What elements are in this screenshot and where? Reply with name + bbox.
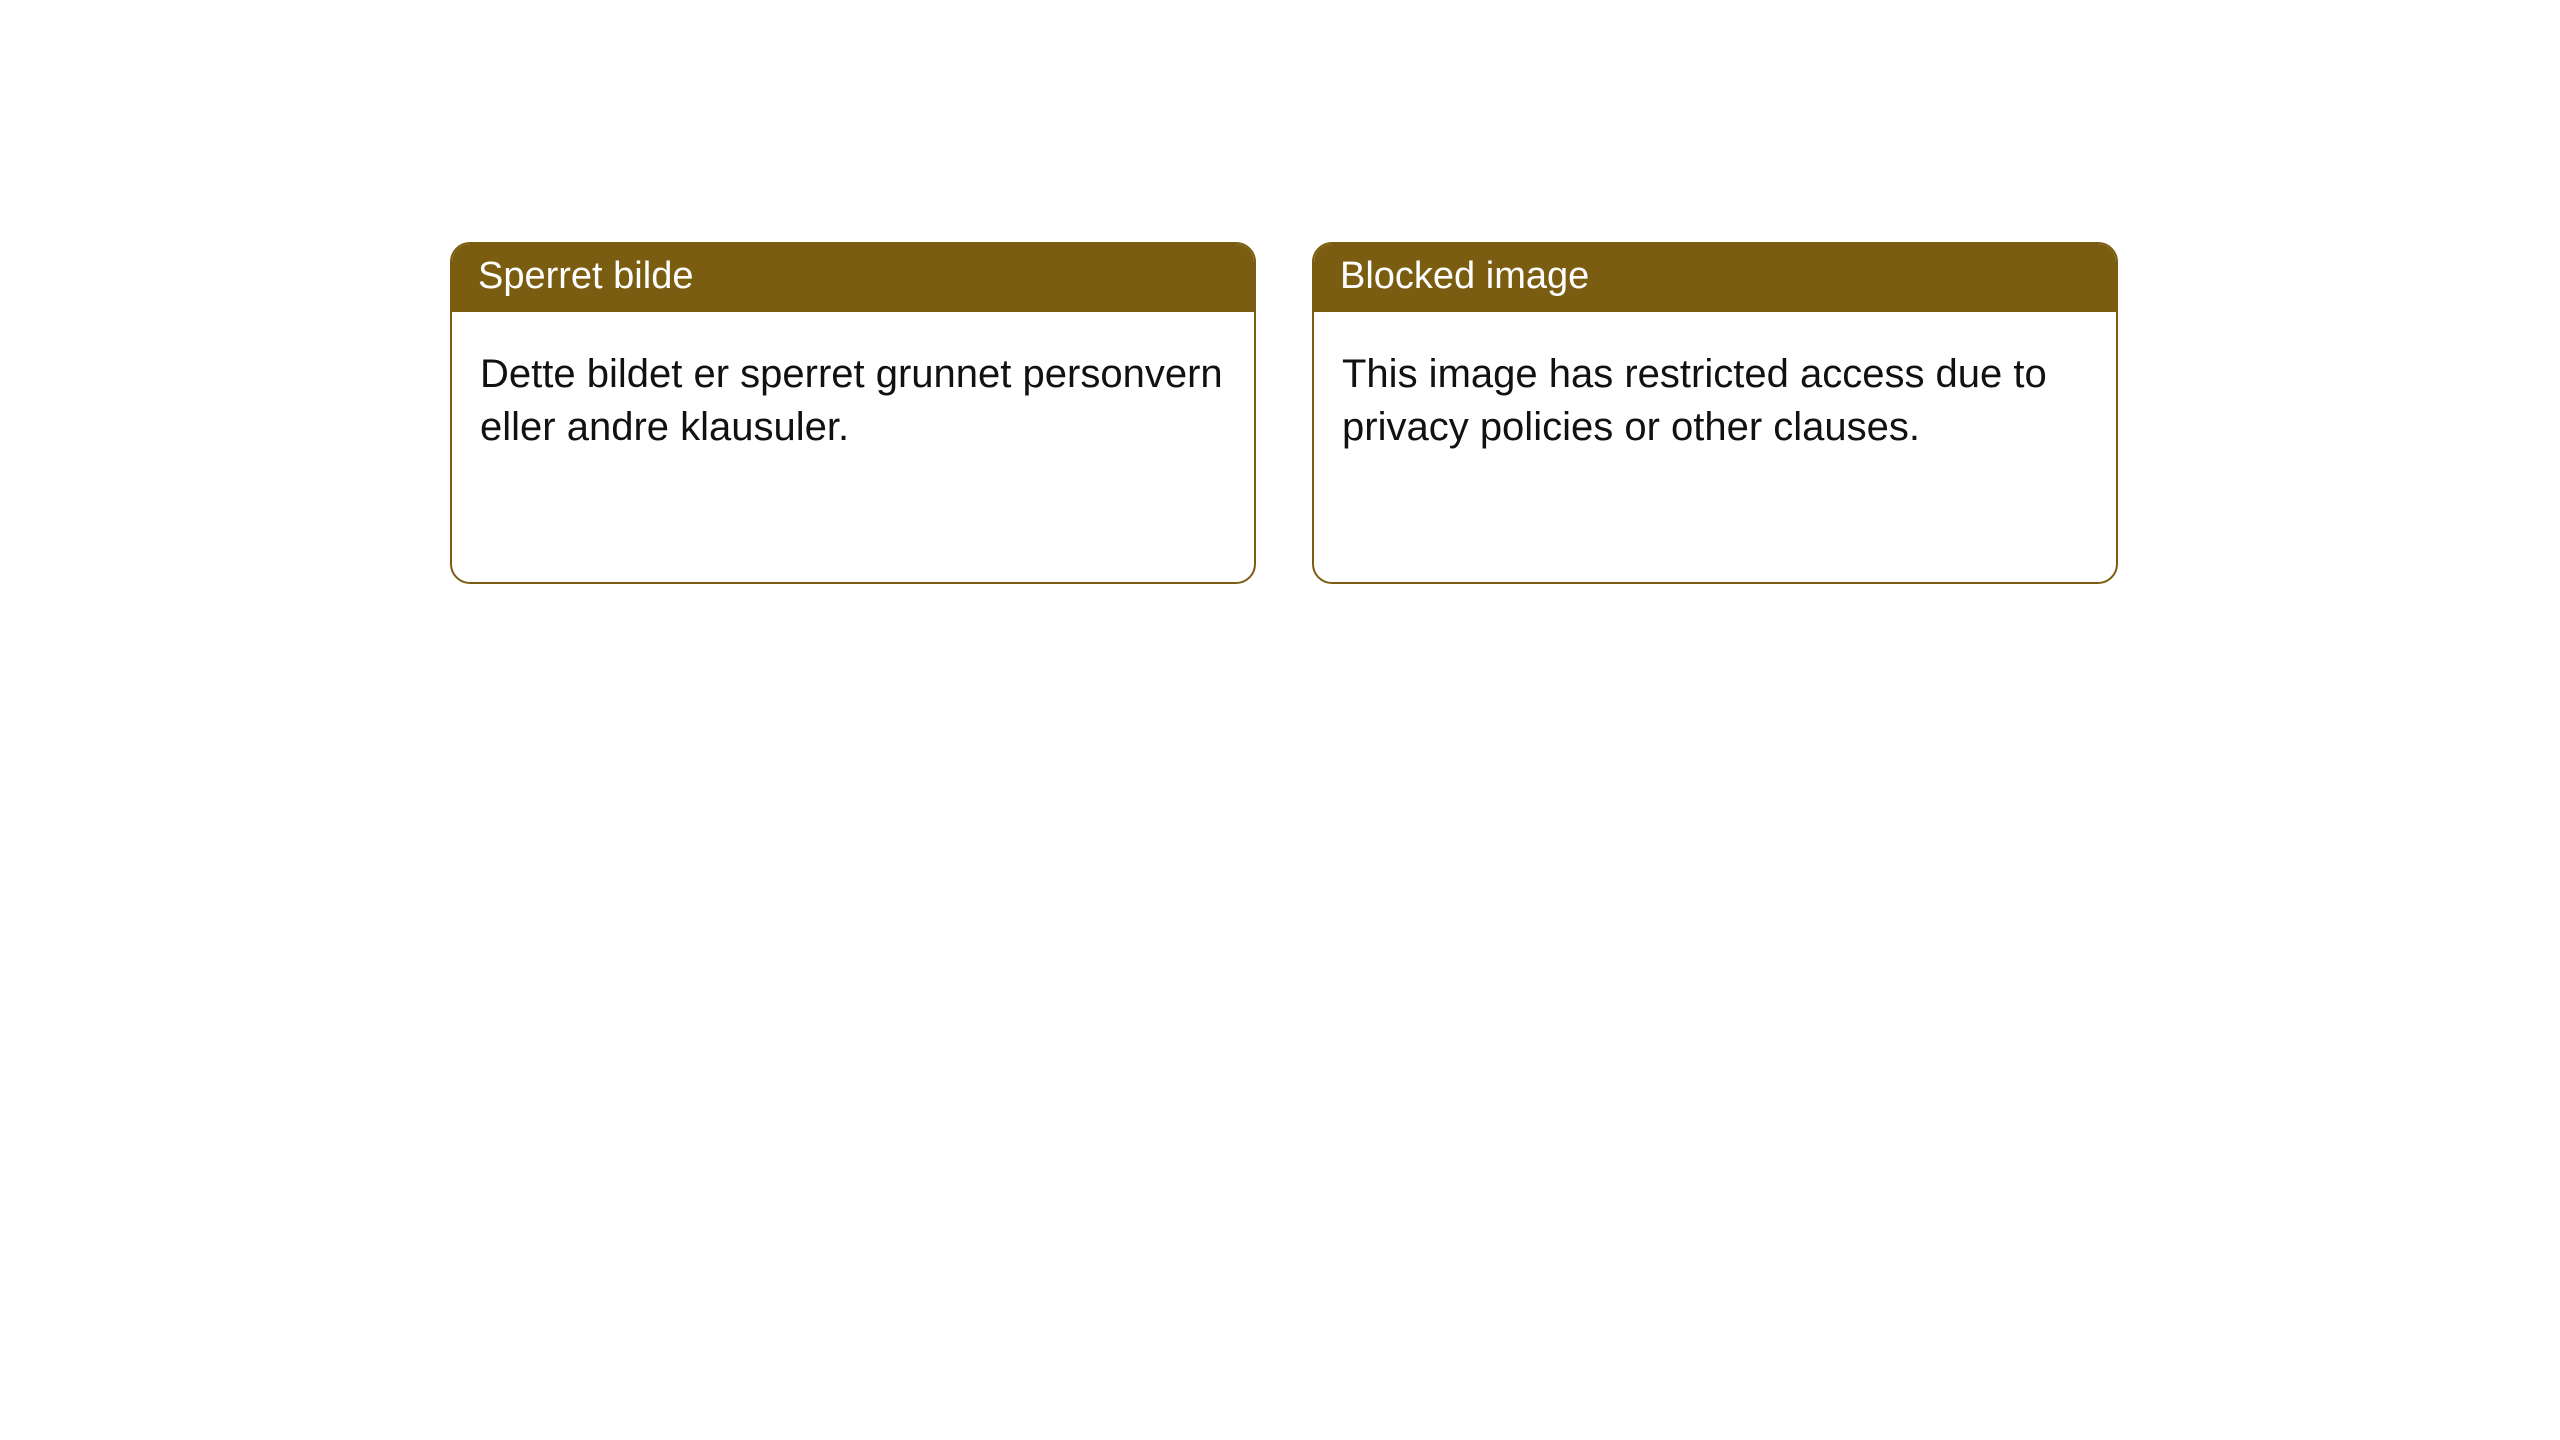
notice-cards-container: Sperret bilde Dette bildet er sperret gr… [0,0,2560,584]
card-body: This image has restricted access due to … [1314,312,2116,582]
card-body: Dette bildet er sperret grunnet personve… [452,312,1254,582]
blocked-image-card-en: Blocked image This image has restricted … [1312,242,2118,584]
blocked-image-card-no: Sperret bilde Dette bildet er sperret gr… [450,242,1256,584]
card-title: Blocked image [1314,244,2116,312]
card-title: Sperret bilde [452,244,1254,312]
